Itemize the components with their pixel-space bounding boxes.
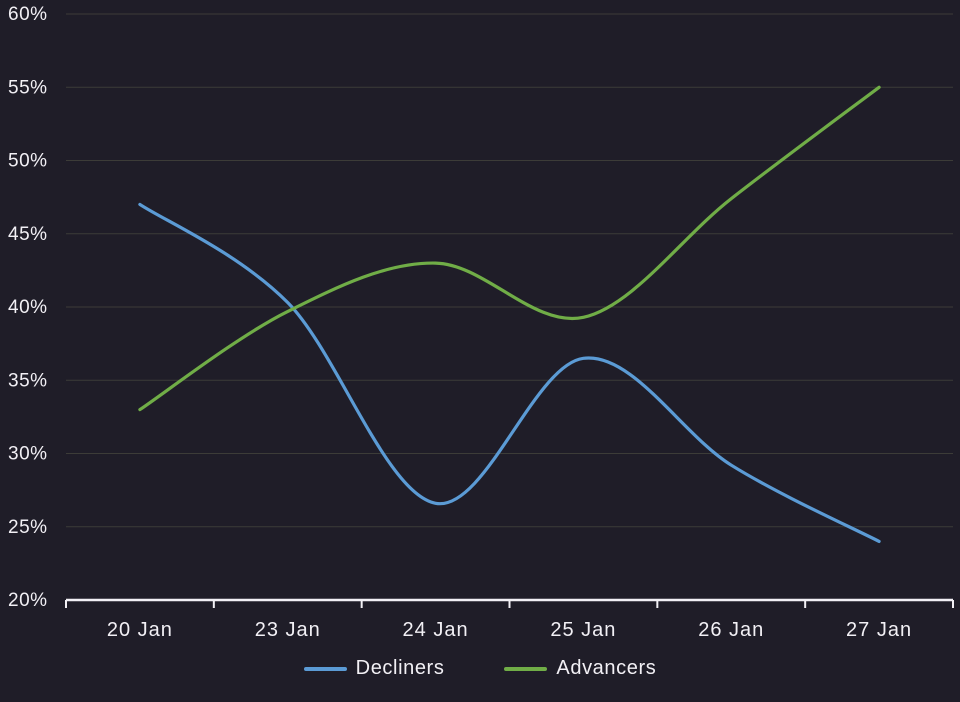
y-axis-label: 35%	[8, 370, 48, 391]
x-axis-label: 25 Jan	[550, 619, 616, 641]
y-axis-label: 55%	[8, 77, 48, 98]
legend-label-advancers: Advancers	[556, 657, 657, 679]
legend-label-decliners: Decliners	[355, 657, 445, 679]
x-axis-label: 23 Jan	[255, 619, 321, 641]
x-axis-label: 24 Jan	[403, 619, 469, 641]
y-axis-label: 25%	[8, 517, 48, 538]
x-axis-label: 27 Jan	[846, 619, 912, 641]
decliners-line-swatch	[303, 666, 347, 671]
y-axis-label: 45%	[8, 224, 48, 245]
series-line-decliners[interactable]	[138, 202, 881, 543]
legend: Decliners Advancers	[0, 657, 960, 680]
y-axis-label: 60%	[8, 4, 48, 25]
series-line-advancers[interactable]	[138, 85, 881, 412]
y-axis-label: 30%	[8, 444, 48, 465]
y-axis-label: 50%	[8, 151, 48, 172]
legend-item-decliners[interactable]: Decliners	[303, 657, 445, 680]
x-axis-label: 20 Jan	[107, 619, 173, 641]
advancers-line-swatch	[504, 666, 548, 671]
y-axis-label: 40%	[8, 297, 48, 318]
x-axis-label: 26 Jan	[698, 619, 764, 641]
legend-item-advancers[interactable]: Advancers	[504, 657, 656, 680]
y-axis-label: 20%	[8, 590, 48, 611]
